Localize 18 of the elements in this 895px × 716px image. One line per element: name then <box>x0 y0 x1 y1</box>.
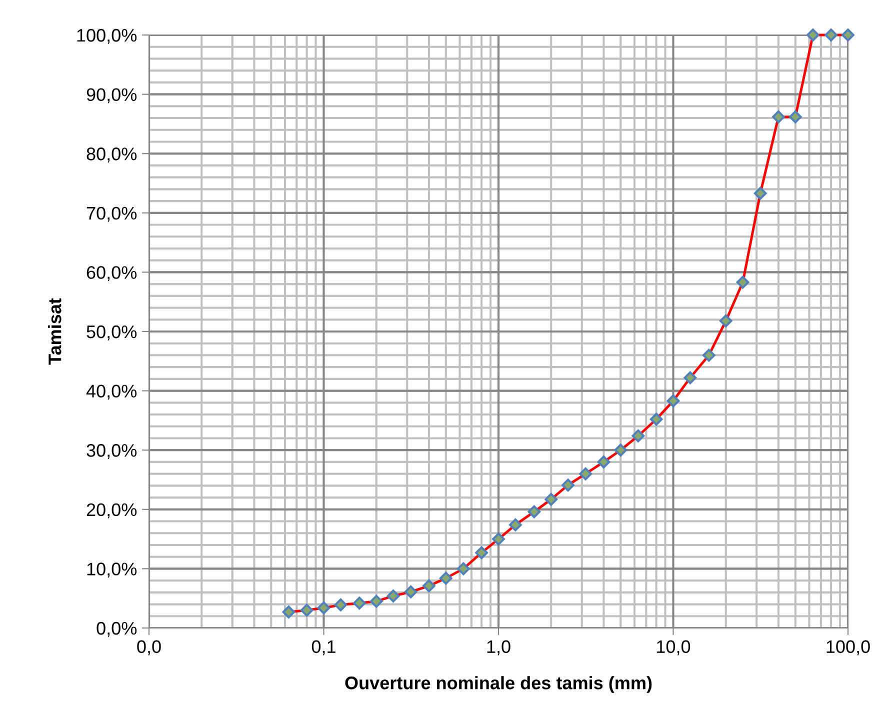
x-tick-label: 100,0 <box>826 640 870 656</box>
y-tick-label: 60,0% <box>86 266 137 282</box>
x-tick-label: 1,0 <box>487 640 510 656</box>
y-tick-label: 40,0% <box>86 384 137 400</box>
x-tick-label: 0,1 <box>312 640 336 656</box>
y-tick-label: 100,0% <box>77 28 137 44</box>
y-tick-label: 80,0% <box>86 148 137 162</box>
x-tick-label: 10,0 <box>657 640 690 656</box>
y-tick-label: 70,0% <box>86 206 137 222</box>
x-axis-title: Ouverture nominale des tamis (mm) <box>345 676 652 693</box>
y-tick-label: 20,0% <box>86 503 137 518</box>
y-tick-label: 90,0% <box>86 88 137 104</box>
y-tick-label: 10,0% <box>87 562 137 578</box>
y-tick-label: 50,0% <box>86 325 137 340</box>
y-tick-label: 0,0% <box>96 622 137 637</box>
y-tick-label: 30,0% <box>86 444 137 459</box>
y-axis-title: Tamisat <box>48 298 62 365</box>
x-tick-label: 0,0 <box>137 640 161 656</box>
